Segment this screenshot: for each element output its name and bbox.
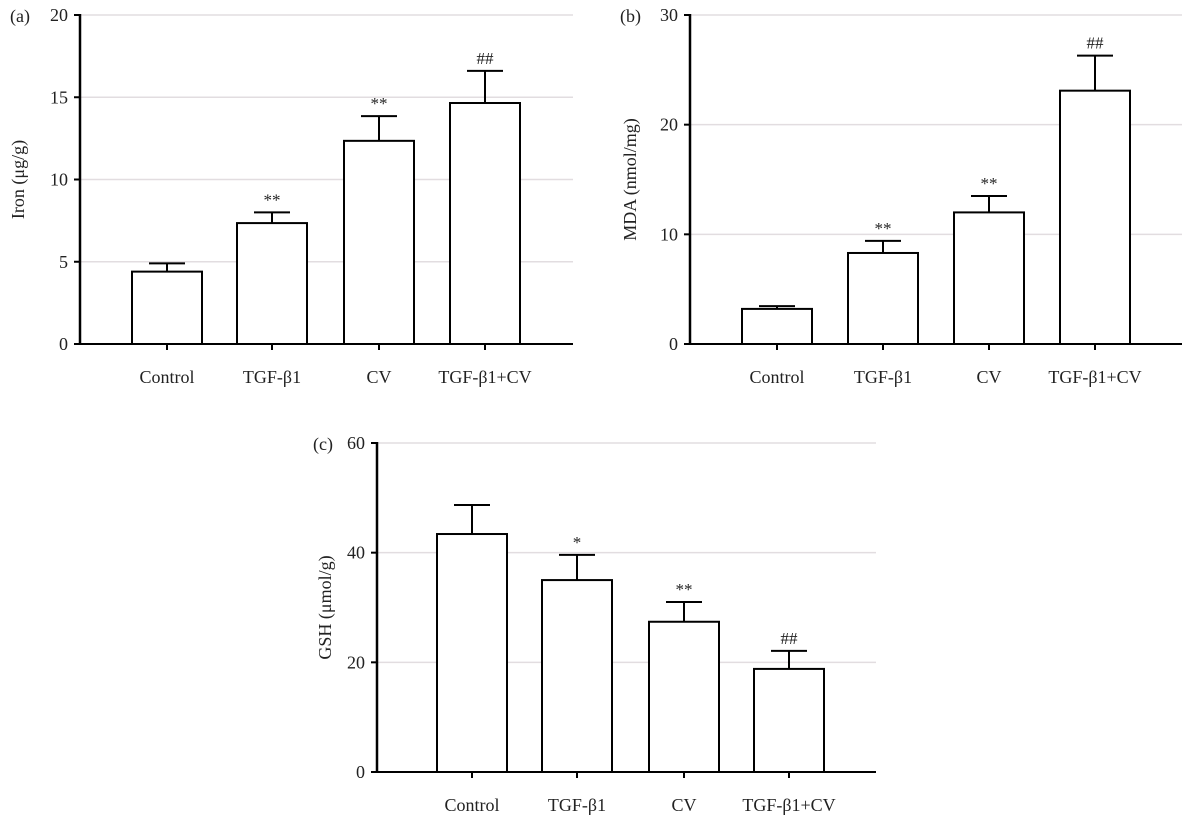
panel-label: (b) <box>620 6 641 27</box>
significance-label: ## <box>477 49 495 68</box>
x-tick-label: TGF-β1 <box>548 795 606 815</box>
y-tick-label: 20 <box>660 115 678 135</box>
y-tick-label: 30 <box>660 5 678 25</box>
significance-label: ** <box>981 174 998 193</box>
significance-label: ** <box>371 94 388 113</box>
significance-label: ** <box>676 580 693 599</box>
y-tick-label: 20 <box>347 652 365 672</box>
y-axis-label: Iron (μg/g) <box>8 140 29 219</box>
y-tick-label: 15 <box>50 87 68 107</box>
significance-label: ** <box>875 219 892 238</box>
x-tick-label: TGF-β1+CV <box>438 367 531 387</box>
x-tick-label: Control <box>444 795 499 815</box>
y-tick-label: 40 <box>347 543 365 563</box>
y-tick-label: 10 <box>50 170 68 190</box>
bar <box>648 620 720 773</box>
x-tick-label: TGF-β1+CV <box>742 795 835 815</box>
bar <box>541 579 613 773</box>
significance-label: ## <box>1087 34 1105 53</box>
bar <box>343 139 415 345</box>
x-tick-label: TGF-β1+CV <box>1048 367 1141 387</box>
y-tick-label: 0 <box>59 334 68 354</box>
chart-panel-c: 0 20 40 60 Control * TGF-β1 ** CV ## TGF-β1+CV (c) G… <box>313 433 876 815</box>
y-tick-label: 0 <box>356 762 365 782</box>
y-tick-label: 0 <box>669 334 678 354</box>
bar <box>449 102 521 345</box>
chart-panel-b: 0 10 20 30 Control ** TGF-β1 ** CV ## TGF-β1+CV (b)… <box>620 5 1182 387</box>
y-axis-label: MDA (nmol/mg) <box>620 118 641 241</box>
y-tick-label: 10 <box>660 224 678 244</box>
y-tick-label: 5 <box>59 252 68 272</box>
y-tick-label: 60 <box>347 433 365 453</box>
x-tick-label: CV <box>366 367 391 387</box>
chart-panel-a: 0 5 10 15 20 Control ** TGF-β1 ** CV ## TGF-β1+CV (a… <box>8 5 573 387</box>
bar <box>436 533 508 773</box>
bar <box>741 307 813 346</box>
x-tick-label: Control <box>749 367 804 387</box>
bar <box>236 222 308 345</box>
bar <box>753 667 825 773</box>
significance-label: ## <box>781 629 799 648</box>
x-tick-label: TGF-β1 <box>854 367 912 387</box>
y-axis-label: GSH (μmol/g) <box>315 555 336 659</box>
significance-label: ** <box>264 190 281 209</box>
bar <box>953 211 1025 345</box>
significance-label: * <box>573 533 582 552</box>
y-tick-label: 20 <box>50 5 68 25</box>
panel-label: (a) <box>10 6 30 27</box>
bar <box>1059 89 1131 345</box>
x-tick-label: CV <box>976 367 1001 387</box>
panel-label: (c) <box>313 434 333 455</box>
bar <box>847 251 919 345</box>
x-tick-label: Control <box>139 367 194 387</box>
x-tick-label: CV <box>671 795 696 815</box>
bar <box>131 270 203 345</box>
x-tick-label: TGF-β1 <box>243 367 301 387</box>
